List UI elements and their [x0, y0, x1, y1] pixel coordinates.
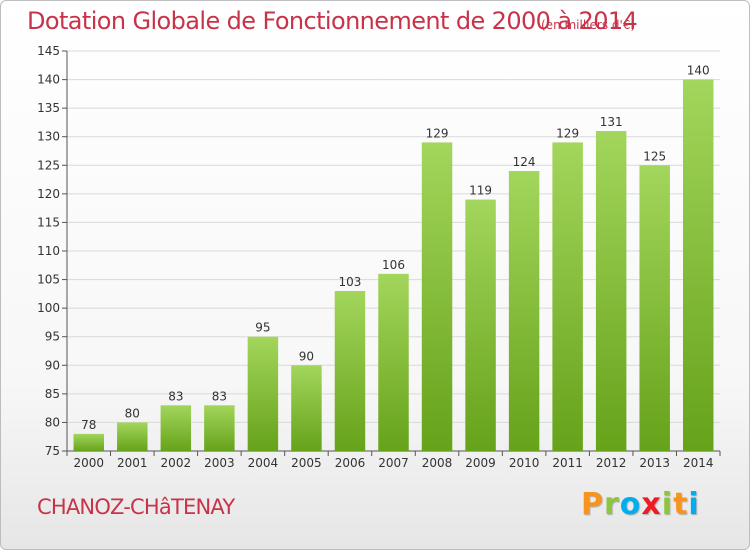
logo-letter: x: [641, 487, 662, 522]
x-tick-label: 2012: [596, 456, 627, 470]
y-tick-label: 85: [45, 387, 60, 401]
y-tick-label: 75: [45, 444, 60, 458]
data-labels: 78 80 83 83 95 90 103 106 129 119 124 129 131 125 140: [81, 64, 710, 432]
bar: [160, 405, 192, 451]
x-tick-label: 2005: [291, 456, 322, 470]
logo-letter: i: [688, 487, 700, 522]
y-tick-label: 80: [45, 415, 60, 429]
y-tick-label: 130: [37, 130, 60, 144]
logo-letter: t: [673, 487, 689, 522]
chart-subtitle: (en milliers d'€): [541, 18, 636, 32]
x-tick-label: 2002: [161, 456, 192, 470]
data-label: 83: [212, 389, 227, 403]
bar: [682, 79, 714, 452]
data-label: 119: [469, 184, 492, 198]
x-tick-label: 2001: [117, 456, 148, 470]
bar: [117, 422, 148, 451]
bar: [247, 336, 279, 451]
bar: [378, 273, 409, 451]
y-tick-label: 115: [37, 215, 60, 229]
data-label: 124: [513, 155, 536, 169]
x-tick-label: 2008: [422, 456, 453, 470]
data-label: 131: [600, 115, 623, 129]
x-tick-label: 2000: [73, 456, 104, 470]
bar: [465, 199, 496, 451]
y-tick-label: 105: [37, 273, 60, 287]
bar: [552, 142, 583, 451]
y-tick-label: 135: [37, 101, 60, 115]
data-label: 83: [168, 389, 183, 403]
x-tick-label: 2004: [248, 456, 279, 470]
logo-letter: r: [604, 487, 620, 522]
x-tick-label: 2013: [639, 456, 670, 470]
logo-letter: i: [661, 487, 674, 522]
bar: [73, 433, 105, 451]
data-label: 95: [255, 321, 270, 335]
data-label: 103: [339, 275, 362, 289]
y-tick-label: 125: [37, 158, 60, 172]
y-tick-label: 100: [37, 301, 60, 315]
x-tick-label: 2006: [335, 456, 366, 470]
y-tick-label: 140: [37, 73, 60, 87]
y-tick-label: 95: [45, 330, 60, 344]
y-tick-label: 145: [37, 44, 60, 58]
data-label: 90: [299, 349, 314, 363]
logo-letter: P: [581, 487, 604, 522]
data-label: 80: [125, 406, 140, 420]
y-tick-label: 110: [37, 244, 60, 258]
x-tick-label: 2011: [552, 456, 583, 470]
x-tick-label: 2003: [204, 456, 235, 470]
bar: [334, 291, 366, 451]
commune-name: CHANOZ-CHâTENAY: [37, 495, 235, 519]
bar: [204, 405, 235, 451]
x-tick-label: 2014: [683, 456, 714, 470]
logo-letter: o: [619, 487, 642, 522]
y-tick-label: 90: [45, 358, 60, 372]
data-label: 129: [426, 126, 449, 140]
bars: [73, 79, 714, 452]
x-tick-label: 2009: [465, 456, 496, 470]
bar: [421, 142, 453, 451]
bar: [595, 131, 627, 451]
bar: [291, 365, 322, 451]
data-label: 106: [382, 258, 405, 272]
proxiti-logo[interactable]: Proxiti: [581, 487, 700, 522]
chart-title: Dotation Globale de Fonctionnement de 20…: [27, 7, 638, 35]
data-label: 125: [643, 149, 666, 163]
data-label: 129: [556, 126, 579, 140]
bar: [508, 171, 540, 451]
bar: [639, 165, 670, 452]
data-label: 140: [687, 64, 710, 78]
x-tick-label: 2010: [509, 456, 540, 470]
data-label: 78: [81, 418, 96, 432]
y-tick-label: 120: [37, 187, 60, 201]
x-tick-label: 2007: [378, 456, 409, 470]
